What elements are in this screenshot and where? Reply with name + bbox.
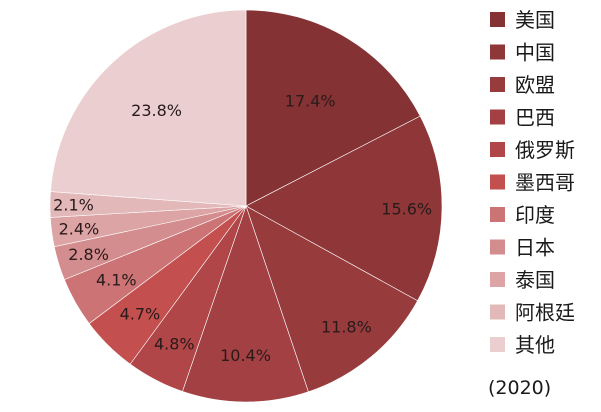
pie-slice-2 bbox=[245, 115, 443, 302]
slice-label-5: 4.8% bbox=[154, 334, 195, 353]
legend-label-10: 阿根廷 bbox=[515, 301, 575, 325]
slice-label-2: 15.6% bbox=[381, 199, 432, 218]
pie-slice-1 bbox=[245, 9, 421, 207]
legend-label-7: 印度 bbox=[515, 203, 555, 227]
pie-slice-4 bbox=[182, 205, 309, 403]
slice-label-8: 2.8% bbox=[68, 245, 109, 264]
legend-label-11: 其他 bbox=[515, 333, 555, 357]
slice-label-9: 2.4% bbox=[59, 220, 100, 239]
slice-label-1: 17.4% bbox=[285, 92, 336, 111]
legend-swatch-8 bbox=[490, 239, 505, 255]
legend-swatch-5 bbox=[490, 142, 505, 157]
year-note: (2020) bbox=[488, 377, 551, 399]
legend-label-4: 巴西 bbox=[515, 106, 555, 130]
legend-label-3: 欧盟 bbox=[515, 73, 555, 97]
slice-label-4: 10.4% bbox=[220, 346, 271, 365]
pie-slice-11 bbox=[50, 9, 247, 207]
legend-swatch-6 bbox=[490, 174, 505, 190]
legend-swatch-1 bbox=[490, 12, 505, 27]
slice-label-3: 11.8% bbox=[321, 317, 372, 336]
legend-label-8: 日本 bbox=[515, 236, 555, 260]
legend-label-9: 泰国 bbox=[515, 268, 555, 292]
legend-swatch-10 bbox=[490, 304, 505, 320]
legend-label-1: 美国 bbox=[515, 8, 555, 32]
legend-swatch-2 bbox=[490, 44, 505, 60]
slice-label-10: 2.1% bbox=[53, 196, 94, 215]
legend-swatch-11 bbox=[490, 337, 505, 352]
slice-label-6: 4.7% bbox=[120, 304, 161, 323]
legend-swatch-4 bbox=[490, 109, 505, 125]
slice-labels: 17.4% 15.6% 11.8% 10.4% 4.8% 4.7% 4.1% 2.8% 2.4%… bbox=[53, 92, 432, 366]
legend-swatch-9 bbox=[490, 272, 505, 287]
pie-slices bbox=[49, 9, 443, 403]
slice-label-11: 23.8% bbox=[131, 101, 182, 120]
legend-swatch-3 bbox=[490, 77, 505, 92]
legend-label-5: 俄罗斯 bbox=[515, 138, 575, 162]
slice-label-7: 4.1% bbox=[96, 270, 137, 289]
legend-swatch-7 bbox=[490, 207, 505, 222]
legend-label-6: 墨西哥 bbox=[515, 171, 575, 195]
pie-slice-3 bbox=[245, 205, 418, 393]
legend-label-2: 中国 bbox=[515, 41, 555, 65]
